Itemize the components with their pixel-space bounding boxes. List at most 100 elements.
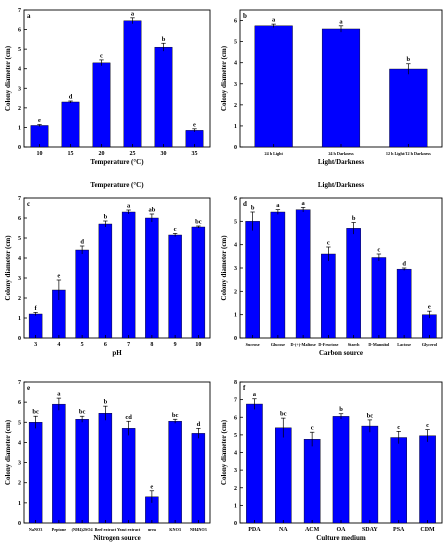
significance-letter: bc [172,412,179,419]
bar [28,313,43,339]
x-tick-label: Peptone [52,527,67,532]
y-tick-label: 0 [18,336,21,342]
y-tick-label: 6 [18,28,21,34]
bar [275,427,292,524]
significance-letter: b [104,214,108,221]
significance-letter: a [302,200,306,207]
significance-letter: d [197,421,201,428]
x-tick-label: 3 [34,342,37,348]
x-tick-label: 5 [81,342,84,348]
x-tick-label: ACM [305,527,320,533]
plot-frame [23,381,211,524]
significance-letter: e [38,117,41,124]
y-tick-label: 2 [18,296,21,302]
y-tick-label: 7 [234,398,237,404]
bar [191,433,206,524]
y-axis-title: Colony diameter (cm) [220,235,228,301]
x-tick-label: 35 [192,151,198,157]
bar [92,62,111,148]
significance-letter: cd [125,414,132,421]
x-tick-label: 4 [57,342,60,348]
panel-label: d [243,200,247,208]
y-tick-label: 0 [234,145,237,151]
significance-letter: bc [79,409,86,416]
x-tick-label: PDA [248,527,261,533]
y-axis-title: Colony diameter (cm) [4,45,12,111]
x-tick-label: NH4NO3 [190,527,207,532]
significance-letter: bc [280,411,287,418]
bar [245,221,260,339]
y-tick-label: 6 [18,216,21,222]
bar [168,234,182,339]
significance-letter: d [80,239,84,246]
y-tick-label: 4 [18,256,21,262]
y-tick-label: 7 [18,8,21,14]
x-tick-label: 24 h Light [264,151,283,156]
x-tick-label: 10 [195,342,201,348]
y-tick-label: 5 [18,420,21,426]
y-tick-label: 0 [18,521,21,527]
x-axis-title: pH [112,349,122,357]
x-tick-label: D-(+)-Maltose [291,342,316,347]
bar [121,428,136,524]
significance-letter: bc [195,219,202,226]
x-tick-label: Glycerol [422,342,438,347]
significance-letter: c [397,424,400,431]
significance-letter: a [131,10,135,17]
x-tick-label: 12 h Light/12 h Darkness [386,151,431,156]
significance-letter: b [407,56,411,63]
y-axis-title: Colony diameter (cm) [4,419,12,485]
y-tick-label: 5 [234,40,237,46]
panel-label: c [27,200,30,208]
x-tick-label: Lactose [397,342,411,347]
significance-letter: c [426,422,429,429]
x-tick-label: 15 [68,151,74,157]
significance-letter: e [193,121,196,128]
y-axis-title: Colony diameter (cm) [220,45,228,111]
x-tick-label: Glucose [271,342,285,347]
bar [52,403,66,524]
x-tick-label: 10 [37,151,43,157]
y-tick-label: 0 [18,145,21,151]
y-tick-label: 3 [234,266,237,272]
y-tick-label: 8 [234,380,237,386]
plot-frame [23,197,211,339]
y-tick-label: 6 [234,415,237,421]
y-tick-label: 4 [234,243,237,249]
significance-letter: c [311,425,314,432]
x-tick-label: OA [337,527,347,533]
y-tick-label: 5 [18,47,21,53]
significance-letter: e [428,304,431,311]
significance-letter: d [402,261,406,268]
x-tick-label: 25 [130,151,136,157]
bar [98,223,113,339]
bar [191,226,206,339]
significance-letter: a [339,18,343,25]
y-tick-label: 3 [18,276,21,282]
x-tick-label: SDAY [362,527,378,533]
x-tick-label: D-Mannitol [368,342,390,347]
significance-letter: bc [367,412,374,419]
x-tick-label: Sucrose [246,342,260,347]
x-tick-label: 24 h Darkness [328,151,354,156]
bar [254,25,293,148]
y-tick-label: 7 [18,380,21,386]
bar [145,217,159,339]
y-tick-label: 0 [234,521,237,527]
x-tick-label: D-Fructose [318,342,338,347]
x-tick-label: NA [279,527,288,533]
bar [154,46,173,148]
bar [390,437,407,524]
significance-letter: c [377,247,380,254]
y-tick-label: 1 [234,503,237,509]
significance-letter: a [276,202,280,209]
significance-letter: b [339,406,343,413]
bar [303,439,321,524]
significance-letter: e [57,273,60,280]
y-tick-label: 5 [234,433,237,439]
significance-letter: b [104,399,108,406]
significance-letter: bc [32,409,39,416]
y-tick-label: 1 [234,313,237,319]
y-tick-label: 6 [234,19,237,25]
